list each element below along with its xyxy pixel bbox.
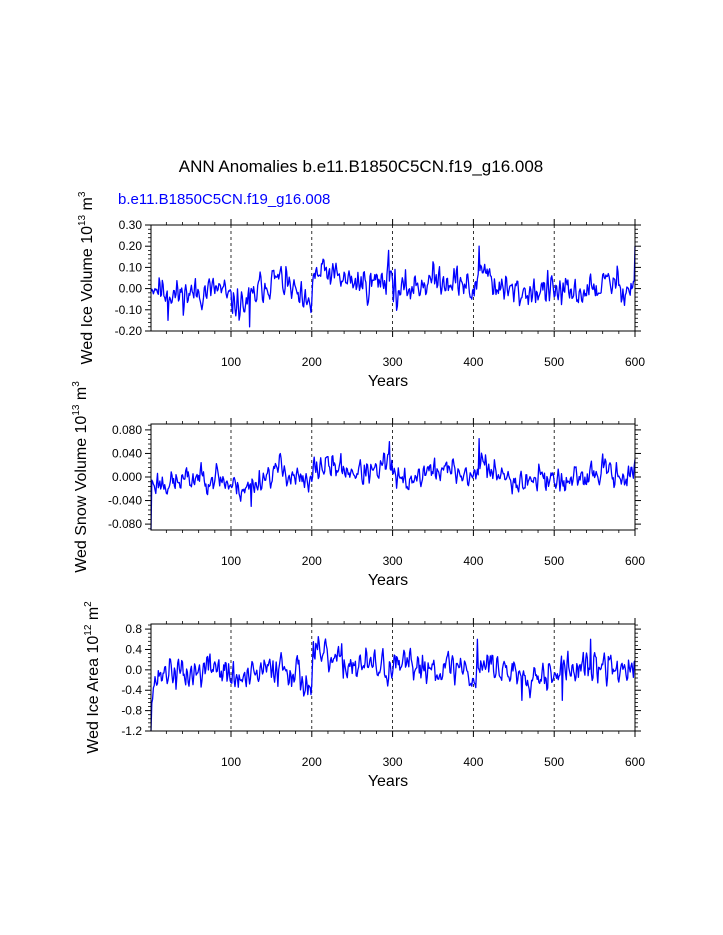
y-axis-title-unit-exp: 3 — [71, 381, 82, 387]
series-line — [150, 245, 636, 328]
x-axis-title: Years — [368, 773, 408, 790]
y-axis-title-base: Wed Snow Volume 10 — [73, 416, 90, 573]
figure-title: ANN Anomalies b.e11.B1850C5CN.f19_g16.00… — [179, 157, 543, 176]
panel-snow-volume: -0.080 -0.040 0.000 0.040 0.080 100 200 300 400 5… — [71, 381, 645, 589]
xtick-label: 400 — [463, 755, 483, 769]
y-axis-title-exp: 13 — [71, 404, 82, 416]
y-axis-title: Wed Ice Area 1012 m2 — [83, 601, 102, 754]
xtick-label: 300 — [383, 554, 403, 568]
ytick-label: -0.080 — [108, 517, 142, 531]
ytick-label: 0.040 — [112, 446, 142, 460]
ytick-label: 0.30 — [119, 218, 143, 232]
y-axis-title-exp: 13 — [77, 214, 88, 226]
ytick-label: 0.10 — [119, 260, 143, 274]
xtick-label: 200 — [302, 755, 322, 769]
ytick-label: -0.4 — [121, 683, 142, 697]
ytick-label: 0.0 — [125, 663, 142, 677]
ytick-label: -0.10 — [115, 303, 143, 317]
ytick-label: 0.4 — [125, 642, 142, 656]
xtick-label: 200 — [302, 355, 322, 369]
y-axis-title: Wed Snow Volume 1013 m3 — [71, 381, 90, 573]
ytick-label: 0.00 — [119, 282, 143, 296]
figure-subtitle: b.e11.B1850C5CN.f19_g16.008 — [118, 191, 330, 208]
plot-frame — [150, 224, 636, 332]
series-line — [150, 438, 636, 531]
ytick-label: 0.8 — [125, 622, 142, 636]
ytick-label: 0.20 — [119, 239, 143, 253]
ytick-label: 0.000 — [112, 470, 142, 484]
y-axis-title-exp: 12 — [83, 624, 94, 636]
y-axis-title-unit-exp: 3 — [77, 191, 88, 197]
ytick-label: -0.040 — [108, 494, 142, 508]
y-axis-title-unit: m — [85, 607, 102, 625]
xtick-label: 200 — [302, 554, 322, 568]
xtick-label: 600 — [625, 554, 645, 568]
y-axis-title-unit: m — [73, 387, 90, 405]
ytick-label: -0.8 — [121, 704, 142, 718]
xtick-label: 600 — [625, 755, 645, 769]
xtick-label: 500 — [544, 554, 564, 568]
xtick-label: 100 — [221, 355, 241, 369]
y-axis-title: Wed Ice Volume 1013 m3 — [77, 191, 96, 364]
x-axis-title: Years — [368, 572, 408, 589]
xtick-label: 600 — [625, 355, 645, 369]
ytick-label: 0.080 — [112, 423, 142, 437]
xtick-label: 500 — [544, 755, 564, 769]
xtick-label: 500 — [544, 355, 564, 369]
y-axis-title-unit: m — [79, 197, 96, 215]
xtick-label: 100 — [221, 554, 241, 568]
series-line — [150, 636, 636, 732]
xtick-label: 400 — [463, 554, 483, 568]
panel-ice-volume: -0.20 -0.10 0.00 0.10 0.20 0.30 100 200 300 400 50… — [77, 191, 645, 390]
panel-ice-area: -1.2 -0.8 -0.4 0.0 0.4 0.8 100 200 300 400 500 600 Y… — [83, 601, 645, 790]
ytick-label: -0.20 — [115, 324, 143, 338]
xtick-label: 300 — [383, 755, 403, 769]
ytick-label: -1.2 — [121, 724, 142, 738]
y-axis-title-unit-exp: 2 — [83, 601, 94, 607]
xtick-label: 300 — [383, 355, 403, 369]
y-axis-title-base: Wed Ice Area 10 — [85, 636, 102, 754]
xtick-label: 100 — [221, 755, 241, 769]
x-axis-title: Years — [368, 373, 408, 390]
y-axis-title-base: Wed Ice Volume 10 — [79, 226, 96, 365]
xtick-label: 400 — [463, 355, 483, 369]
